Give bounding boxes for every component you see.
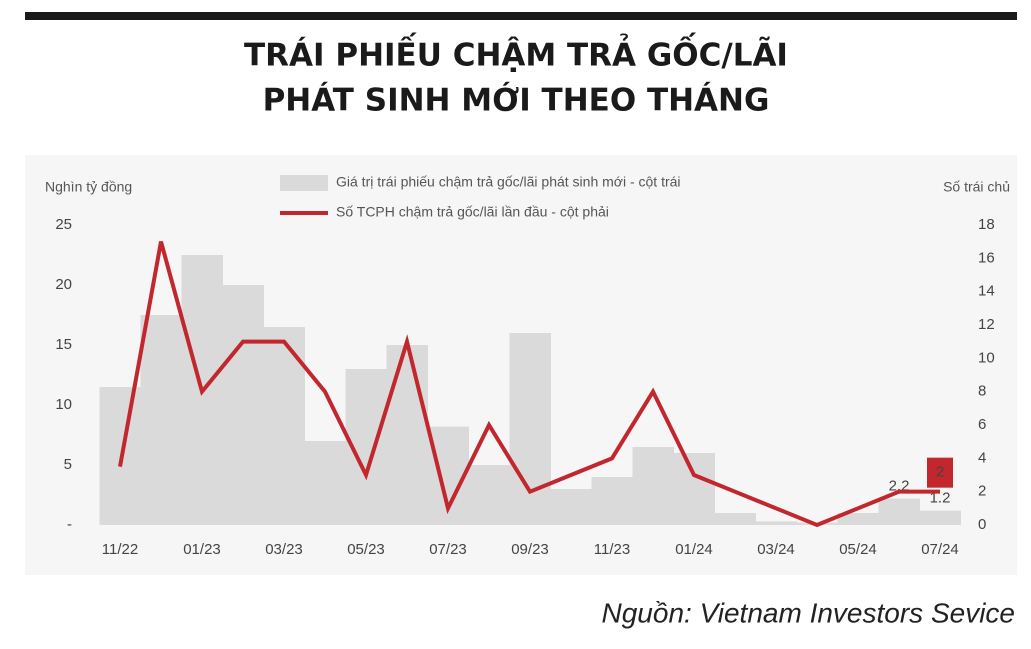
- bar: [919, 510, 961, 525]
- bar: [509, 333, 551, 525]
- x-tick-label: 03/23: [265, 541, 303, 558]
- bar: [755, 521, 797, 525]
- y2-tick-label: 6: [978, 416, 986, 433]
- legend-label: Giá trị trái phiếu chậm trả gốc/lãi phát…: [336, 174, 681, 190]
- x-tick-label: 07/24: [921, 541, 959, 558]
- y-tick-label: 10: [55, 396, 72, 413]
- y2-tick-label: 4: [978, 449, 986, 466]
- chart-title: TRÁI PHIẾU CHẬM TRẢ GỐC/LÃI: [244, 33, 788, 74]
- y-axis-title: Nghìn tỷ đồng: [45, 179, 132, 195]
- x-tick-label: 03/24: [757, 541, 795, 558]
- x-tick-label: 01/24: [675, 541, 713, 558]
- bar: [550, 489, 592, 525]
- bar: [837, 513, 879, 525]
- y2-tick-label: 18: [978, 216, 995, 233]
- y2-tick-label: 12: [978, 316, 995, 333]
- y2-tick-label: 8: [978, 383, 986, 400]
- y2-tick-label: 2: [978, 483, 986, 500]
- x-tick-label: 09/23: [511, 541, 549, 558]
- x-tick-label: 05/24: [839, 541, 877, 558]
- y-tick-label: -: [67, 516, 72, 533]
- y2-tick-label: 16: [978, 249, 995, 266]
- x-tick-label: 07/23: [429, 541, 467, 558]
- chart-title: PHÁT SINH MỚI THEO THÁNG: [263, 82, 770, 119]
- bar: [468, 465, 510, 525]
- bar: [714, 513, 756, 525]
- bar: [591, 477, 633, 525]
- y2-tick-label: 10: [978, 349, 995, 366]
- bar: [304, 441, 346, 525]
- bar: [222, 285, 264, 525]
- y-tick-label: 25: [55, 216, 72, 233]
- bar: [632, 447, 674, 525]
- line: [118, 241, 940, 528]
- line-value-label: 2: [936, 464, 944, 481]
- legend-label: Số TCPH chậm trả gốc/lãi lần đầu - cột p…: [336, 204, 609, 220]
- y-tick-label: 20: [55, 276, 72, 293]
- bar: [878, 498, 920, 525]
- y-tick-label: 5: [64, 456, 72, 473]
- bar: [140, 315, 182, 525]
- value-label-box: [927, 457, 953, 488]
- y-tick-label: 15: [55, 336, 72, 353]
- bar: [386, 345, 428, 525]
- bar: [673, 453, 715, 525]
- y2-axis-title: Số trái chủ: [943, 179, 1010, 195]
- x-tick-label: 11/22: [102, 541, 138, 558]
- bar-value-label: 1.2: [930, 490, 951, 507]
- source: Nguồn: Vietnam Investors Sevice: [602, 597, 1015, 628]
- x-tick-label: 01/23: [183, 541, 221, 558]
- y2-tick-label: 14: [978, 283, 995, 300]
- legend-swatch: [280, 175, 328, 191]
- x-tick-label: 11/23: [594, 541, 630, 558]
- top-rule: [25, 12, 1017, 20]
- y2-tick-label: 0: [978, 516, 986, 533]
- x-tick-label: 05/23: [347, 541, 385, 558]
